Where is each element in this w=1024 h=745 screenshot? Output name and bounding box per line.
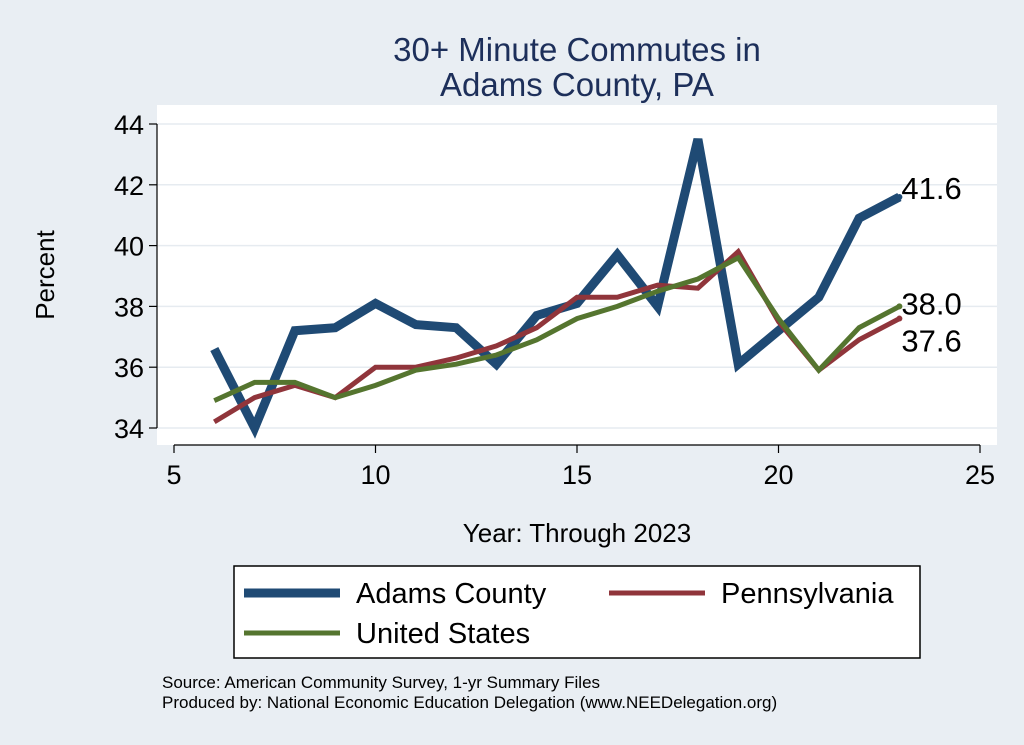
y-tick-label-34: 34 (114, 414, 144, 444)
y-tick-label-36: 36 (114, 353, 144, 383)
legend-label-adams-county: Adams County (356, 578, 547, 610)
legend: Adams County Pennsylvania United States (244, 578, 894, 650)
y-tick-label-44: 44 (114, 110, 144, 140)
series-endpoint-pennsylvania (896, 315, 903, 322)
end-label-adams-county: 41.6 (901, 171, 961, 206)
legend-box (233, 565, 921, 659)
source-note: Source: American Community Survey, 1-yr … (162, 673, 600, 692)
axes: 34 36 38 40 42 44 5 10 15 20 25 (114, 110, 995, 490)
x-axis-label: Year: Through 2023 (463, 518, 691, 548)
y-tick-label-42: 42 (114, 171, 144, 201)
produced-by-note: Produced by: National Economic Education… (162, 693, 777, 712)
chart-title-line-2: Adams County, PA (440, 66, 714, 103)
plot-area (157, 105, 997, 445)
y-axis-label: Percent (30, 229, 60, 319)
x-tick-label-25: 25 (965, 460, 995, 490)
x-tick-label-5: 5 (166, 460, 181, 490)
y-tick-label-40: 40 (114, 232, 144, 262)
chart-title-line-1: 30+ Minute Commutes in (393, 31, 761, 68)
series-endpoint-united-states (896, 303, 903, 310)
x-tick-label-10: 10 (360, 460, 390, 490)
end-label-pennsylvania: 37.6 (901, 324, 961, 359)
series-endpoint-adams-county (896, 193, 903, 200)
end-labels: 41.6 37.638.0 (901, 171, 961, 359)
x-tick-label-15: 15 (562, 460, 592, 490)
legend-label-pennsylvania: Pennsylvania (721, 578, 894, 610)
y-tick-label-38: 38 (114, 292, 144, 322)
x-tick-label-20: 20 (763, 460, 793, 490)
end-label-united-states: 38.0 (901, 286, 961, 321)
series-lines (210, 138, 903, 439)
series-line-united-states (213, 254, 901, 403)
legend-label-united-states: United States (356, 618, 530, 650)
